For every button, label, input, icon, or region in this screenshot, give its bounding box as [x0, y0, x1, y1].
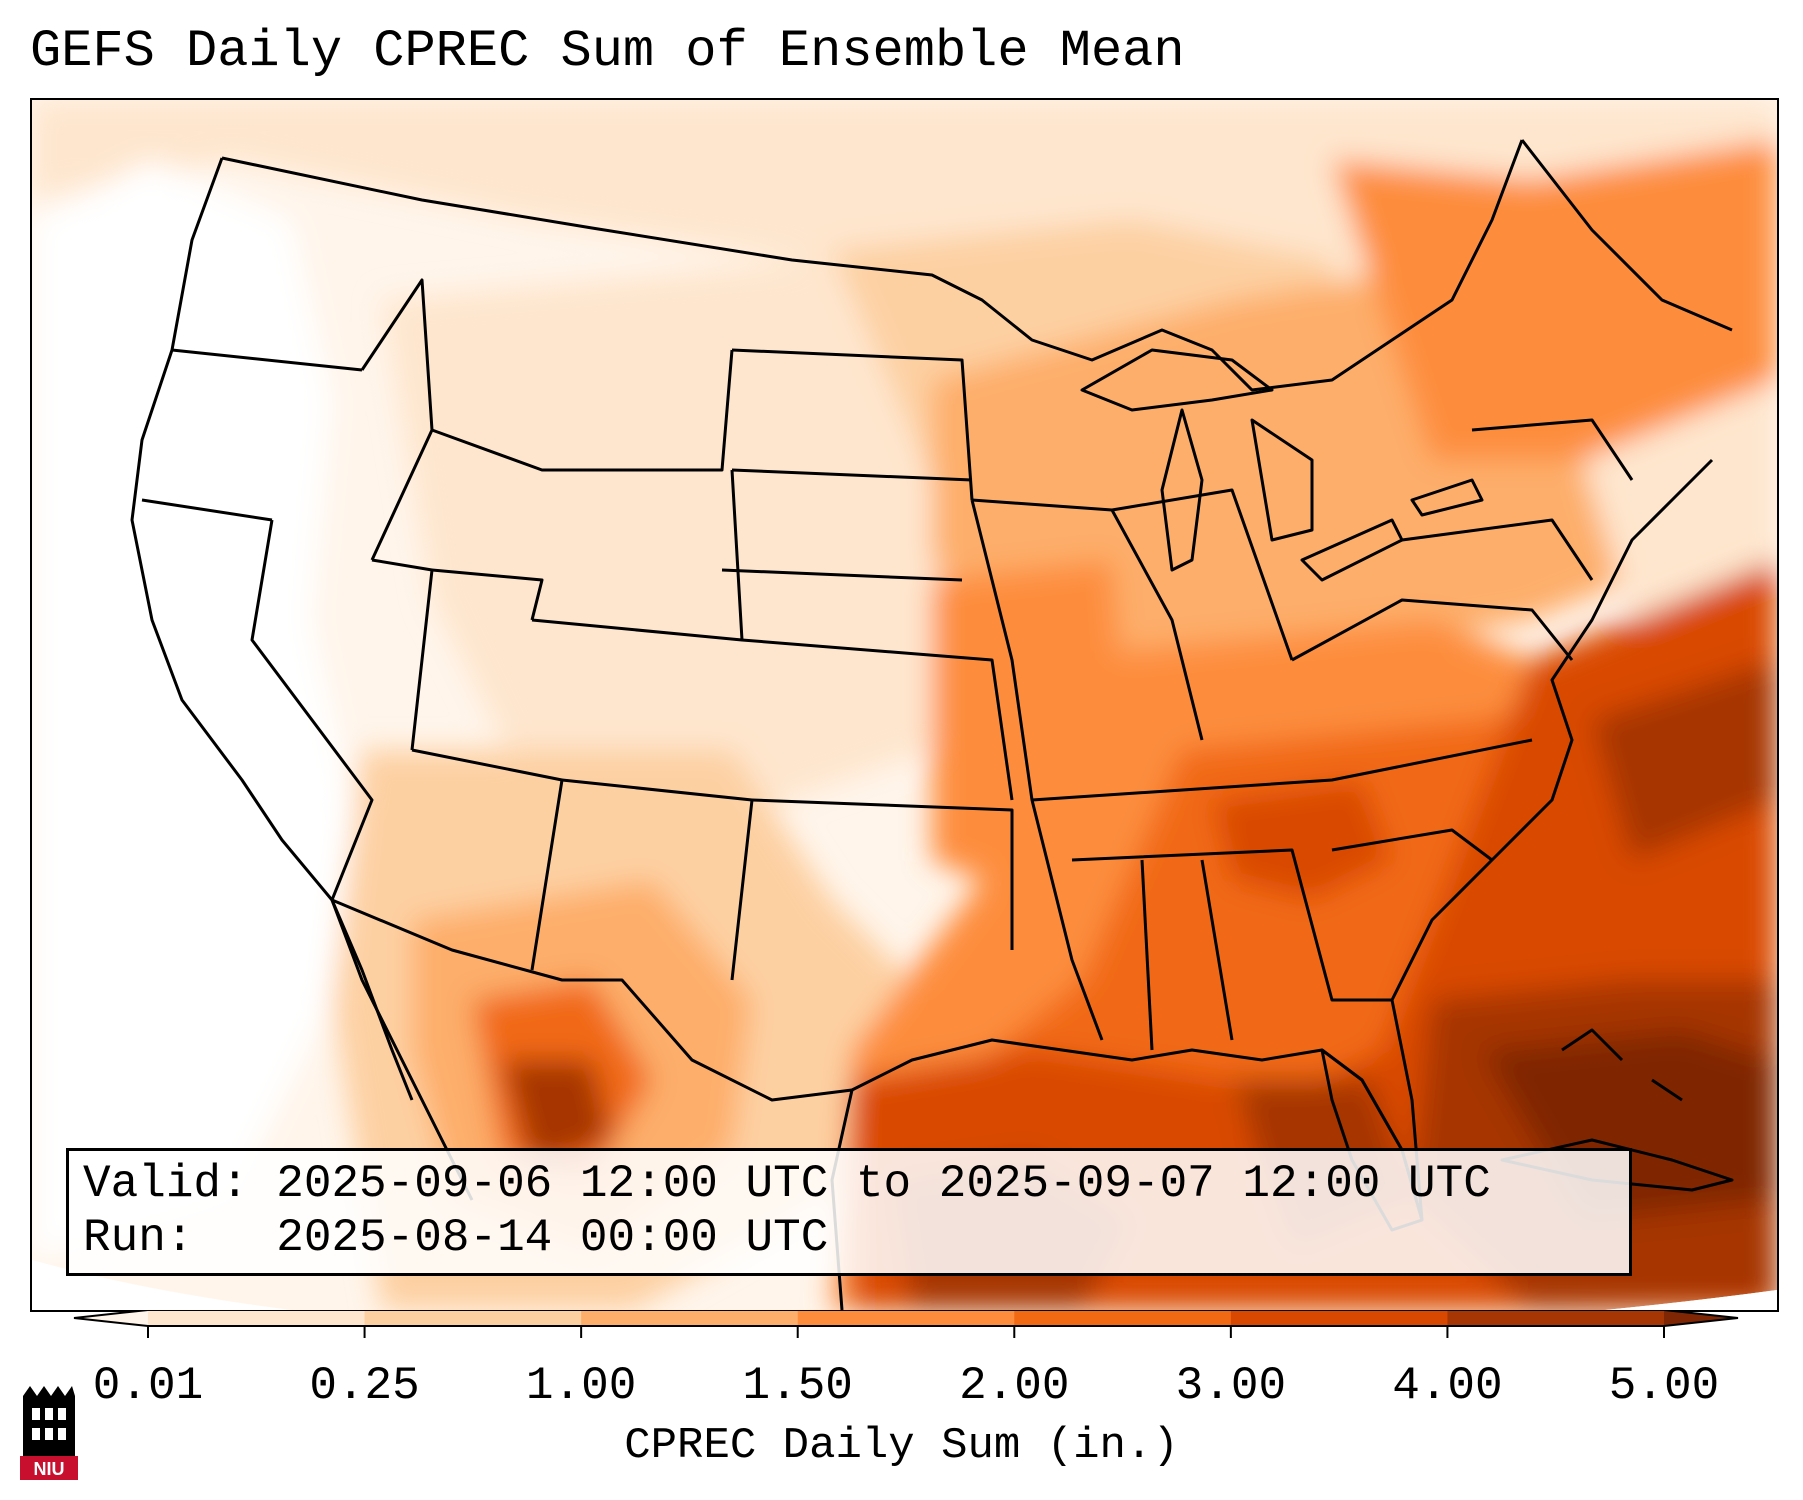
state-line-ut-co	[431, 568, 544, 621]
mexico-border-line	[331, 898, 853, 1102]
colorbar-tick-label: 4.00	[1392, 1360, 1503, 1412]
colorbar-tick-label: 5.00	[1608, 1360, 1720, 1412]
lake-ontario-outline	[1410, 478, 1484, 517]
canada-border-line	[221, 139, 1524, 392]
state-line-id	[360, 278, 434, 561]
northeast-border-line	[1520, 139, 1733, 332]
colorbar-segment	[1230, 1310, 1448, 1326]
logo-red-band	[20, 1456, 78, 1480]
precip-map	[32, 100, 1777, 1310]
logo-tower-top	[23, 1386, 75, 1396]
colorbar-extend-low	[74, 1310, 148, 1326]
map-boundaries	[130, 139, 1734, 1310]
valid-run-info-box: Valid: 2025-09-06 12:00 UTC to 2025-09-0…	[66, 1148, 1632, 1276]
state-line-south	[1071, 848, 1392, 1002]
lake-erie-outline	[1300, 518, 1404, 582]
colorbar-outline	[73, 1310, 1739, 1327]
colorbar-tick-label: 0.01	[92, 1360, 204, 1412]
state-line-midwest-2	[1111, 488, 1294, 661]
chart-title: GEFS Daily CPREC Sum of Ensemble Mean	[30, 22, 1185, 81]
colorbar-tick-label: 1.50	[742, 1360, 853, 1412]
precip-field	[32, 100, 1777, 1310]
map-panel	[30, 98, 1779, 1312]
lake-superior-outline	[1080, 348, 1274, 412]
bahamas-outline	[1561, 1028, 1683, 1102]
colorbar-extend-high	[1664, 1310, 1738, 1326]
colorbar-segment	[581, 1310, 799, 1326]
lake-huron-outline	[1250, 418, 1314, 542]
state-line-plains-3	[741, 638, 1014, 801]
colorbar-tick-label: 3.00	[1175, 1360, 1287, 1412]
run-time-text: Run: 2025-08-14 00:00 UTC	[83, 1212, 829, 1264]
state-line-midwest-1	[971, 498, 1204, 741]
lake-michigan-outline	[1160, 408, 1204, 572]
state-line-plains-2	[731, 468, 973, 482]
state-line-wa-or	[171, 348, 363, 372]
colorbar-segment	[797, 1310, 1015, 1326]
colorbar	[73, 1310, 1739, 1338]
logo-tower-base	[23, 1396, 75, 1456]
logo-text: NIU	[34, 1459, 65, 1479]
state-line-ms-al	[1140, 859, 1154, 1051]
colorbar-segment	[1447, 1310, 1665, 1326]
state-line-plains-1	[731, 348, 974, 501]
atlantic-coast-line	[1390, 458, 1714, 1221]
state-line-east-3	[1471, 418, 1634, 481]
state-line-ok-tx	[751, 798, 1014, 950]
valid-time-text: Valid: 2025-09-06 12:00 UTC to 2025-09-0…	[83, 1158, 1491, 1210]
state-line-ne-ks	[721, 568, 963, 582]
state-line-mt-wy	[431, 349, 734, 472]
colorbar-tick-label: 1.00	[525, 1360, 637, 1412]
state-line-tn	[1031, 738, 1533, 802]
colorbar-tick-label: 0.25	[309, 1360, 420, 1412]
colorbar-segment	[148, 1310, 366, 1326]
colorbar-label: CPREC Daily Sum (in.)	[624, 1421, 1179, 1471]
state-line-carolinas	[1331, 828, 1493, 862]
state-line-east-2	[1401, 518, 1594, 581]
colorbar-segment	[364, 1310, 582, 1326]
state-line-east-1	[1291, 598, 1574, 662]
colorbar-tick-label: 2.00	[959, 1360, 1070, 1412]
state-line-ga-al	[1200, 859, 1234, 1041]
state-line-ca-nv	[250, 519, 374, 901]
niu-logo: NIU	[20, 1386, 78, 1480]
state-line-or-ca	[141, 498, 273, 522]
colorbar-segment	[1014, 1310, 1232, 1326]
